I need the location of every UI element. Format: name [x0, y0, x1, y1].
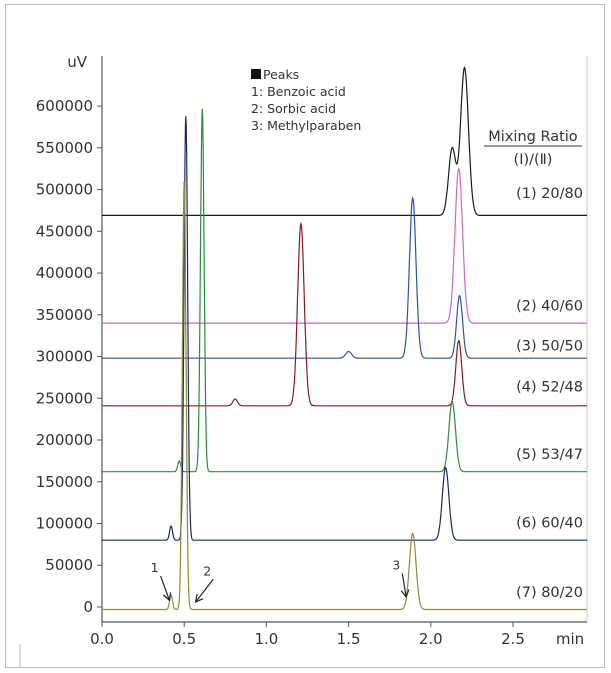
legend-title: Peaks — [263, 67, 299, 82]
annotation-label: 1 — [151, 560, 159, 575]
annotation-arrow — [160, 575, 170, 601]
y-tick-label: 250000 — [36, 389, 93, 407]
x-tick-label: 2.5 — [501, 630, 525, 648]
ratio-header: Mixing Ratio (Ⅰ)/(Ⅱ) — [484, 129, 582, 168]
series-labels: (1) 20/80 (2) 40/60 (3) 50/50 (4) 52/48 (5) … — [516, 186, 583, 601]
y-tick-label: 50000 — [45, 556, 93, 574]
x-tick-label: 0.0 — [90, 630, 114, 648]
peak-annotations: 1 2 3 — [151, 557, 410, 604]
y-tick-label: 400000 — [36, 264, 93, 282]
y-tick-label: 150000 — [36, 473, 93, 491]
series-label: (4) 52/48 — [516, 380, 583, 396]
y-tick-label: 350000 — [36, 306, 93, 324]
y-unit-label: uV — [67, 53, 88, 71]
annotation-label: 3 — [392, 557, 400, 572]
annotation-arrowhead — [163, 592, 172, 602]
ratio-header-title: Mixing Ratio — [488, 129, 578, 145]
annotation-arrow — [401, 573, 407, 598]
x-tick-label: 1.5 — [337, 630, 361, 648]
chromatogram-chart: 0500001000001500002000002500003000003500… — [5, 4, 605, 668]
legend-entry: 3: Methylparaben — [251, 118, 361, 133]
legend-entry: 2: Sorbic acid — [251, 101, 336, 116]
trace-line — [102, 181, 587, 611]
y-tick-label: 550000 — [36, 139, 93, 157]
series-label: (2) 40/60 — [516, 299, 583, 315]
series-label: (5) 53/47 — [516, 447, 583, 463]
x-axis-ticks: 0.0 0.5 1.0 1.5 2.0 2.5 — [90, 622, 525, 648]
x-unit-label: min — [556, 630, 584, 648]
y-tick-label: 450000 — [36, 222, 93, 240]
trace-line — [102, 116, 587, 541]
annotation-arrowhead — [400, 589, 410, 599]
chart-frame: 0 50000 100000 150000 200000 250000 300000 3500… — [5, 4, 605, 668]
annotation-arrow — [195, 578, 214, 603]
x-tick-label: 1.0 — [254, 630, 278, 648]
trace-line — [102, 66, 587, 216]
x-tick-label: 0.5 — [172, 630, 196, 648]
y-tick-label: 600000 — [36, 97, 93, 115]
y-tick-label: 300000 — [36, 348, 93, 366]
chromatogram-traces — [102, 66, 587, 611]
legend-marker — [251, 69, 261, 79]
ratio-header-subtitle: (Ⅰ)/(Ⅱ) — [514, 152, 553, 168]
x-tick-label: 2.0 — [419, 630, 443, 648]
series-label: (7) 80/20 — [516, 585, 583, 601]
y-axis-ticks: 0 50000 100000 150000 200000 250000 300000 3500… — [36, 97, 102, 616]
series-label: (6) 60/40 — [516, 516, 583, 532]
y-tick-label: 200000 — [36, 431, 93, 449]
y-tick-label: 100000 — [36, 514, 93, 532]
y-tick-label: 0 — [83, 598, 93, 616]
legend: Peaks 1: Benzoic acid 2: Sorbic acid 3: … — [251, 67, 361, 133]
annotation-arrowhead — [194, 594, 204, 604]
legend-entry: 1: Benzoic acid — [251, 84, 346, 99]
y-tick-label: 500000 — [36, 181, 93, 199]
series-label: (3) 50/50 — [516, 339, 583, 355]
annotation-label: 2 — [203, 563, 211, 578]
series-label: (1) 20/80 — [516, 186, 583, 202]
